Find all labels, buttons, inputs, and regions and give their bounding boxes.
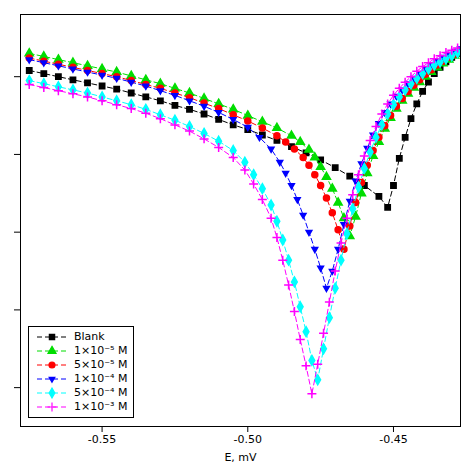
html-text:1×10⁻⁵ M: 1×10⁻⁵ M — [74, 344, 128, 357]
html-text:1×10⁻³ M: 1×10⁻³ M — [74, 400, 128, 413]
html-text:Blank: Blank — [74, 330, 105, 343]
html-text:5×10⁻⁴ M: 5×10⁻⁴ M — [74, 386, 128, 399]
svg-text:-0.50: -0.50 — [234, 433, 262, 446]
svg-text:-0.55: -0.55 — [88, 433, 116, 446]
html-text:5×10⁻⁵ M: 5×10⁻⁵ M — [74, 358, 128, 371]
svg-text:-0.45: -0.45 — [379, 433, 407, 446]
svg-text:E, mV: E, mV — [224, 451, 257, 464]
html-text:1×10⁻⁴ M: 1×10⁻⁴ M — [74, 372, 128, 385]
